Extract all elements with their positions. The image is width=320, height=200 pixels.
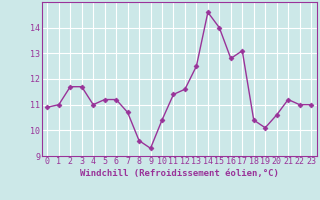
X-axis label: Windchill (Refroidissement éolien,°C): Windchill (Refroidissement éolien,°C) bbox=[80, 169, 279, 178]
